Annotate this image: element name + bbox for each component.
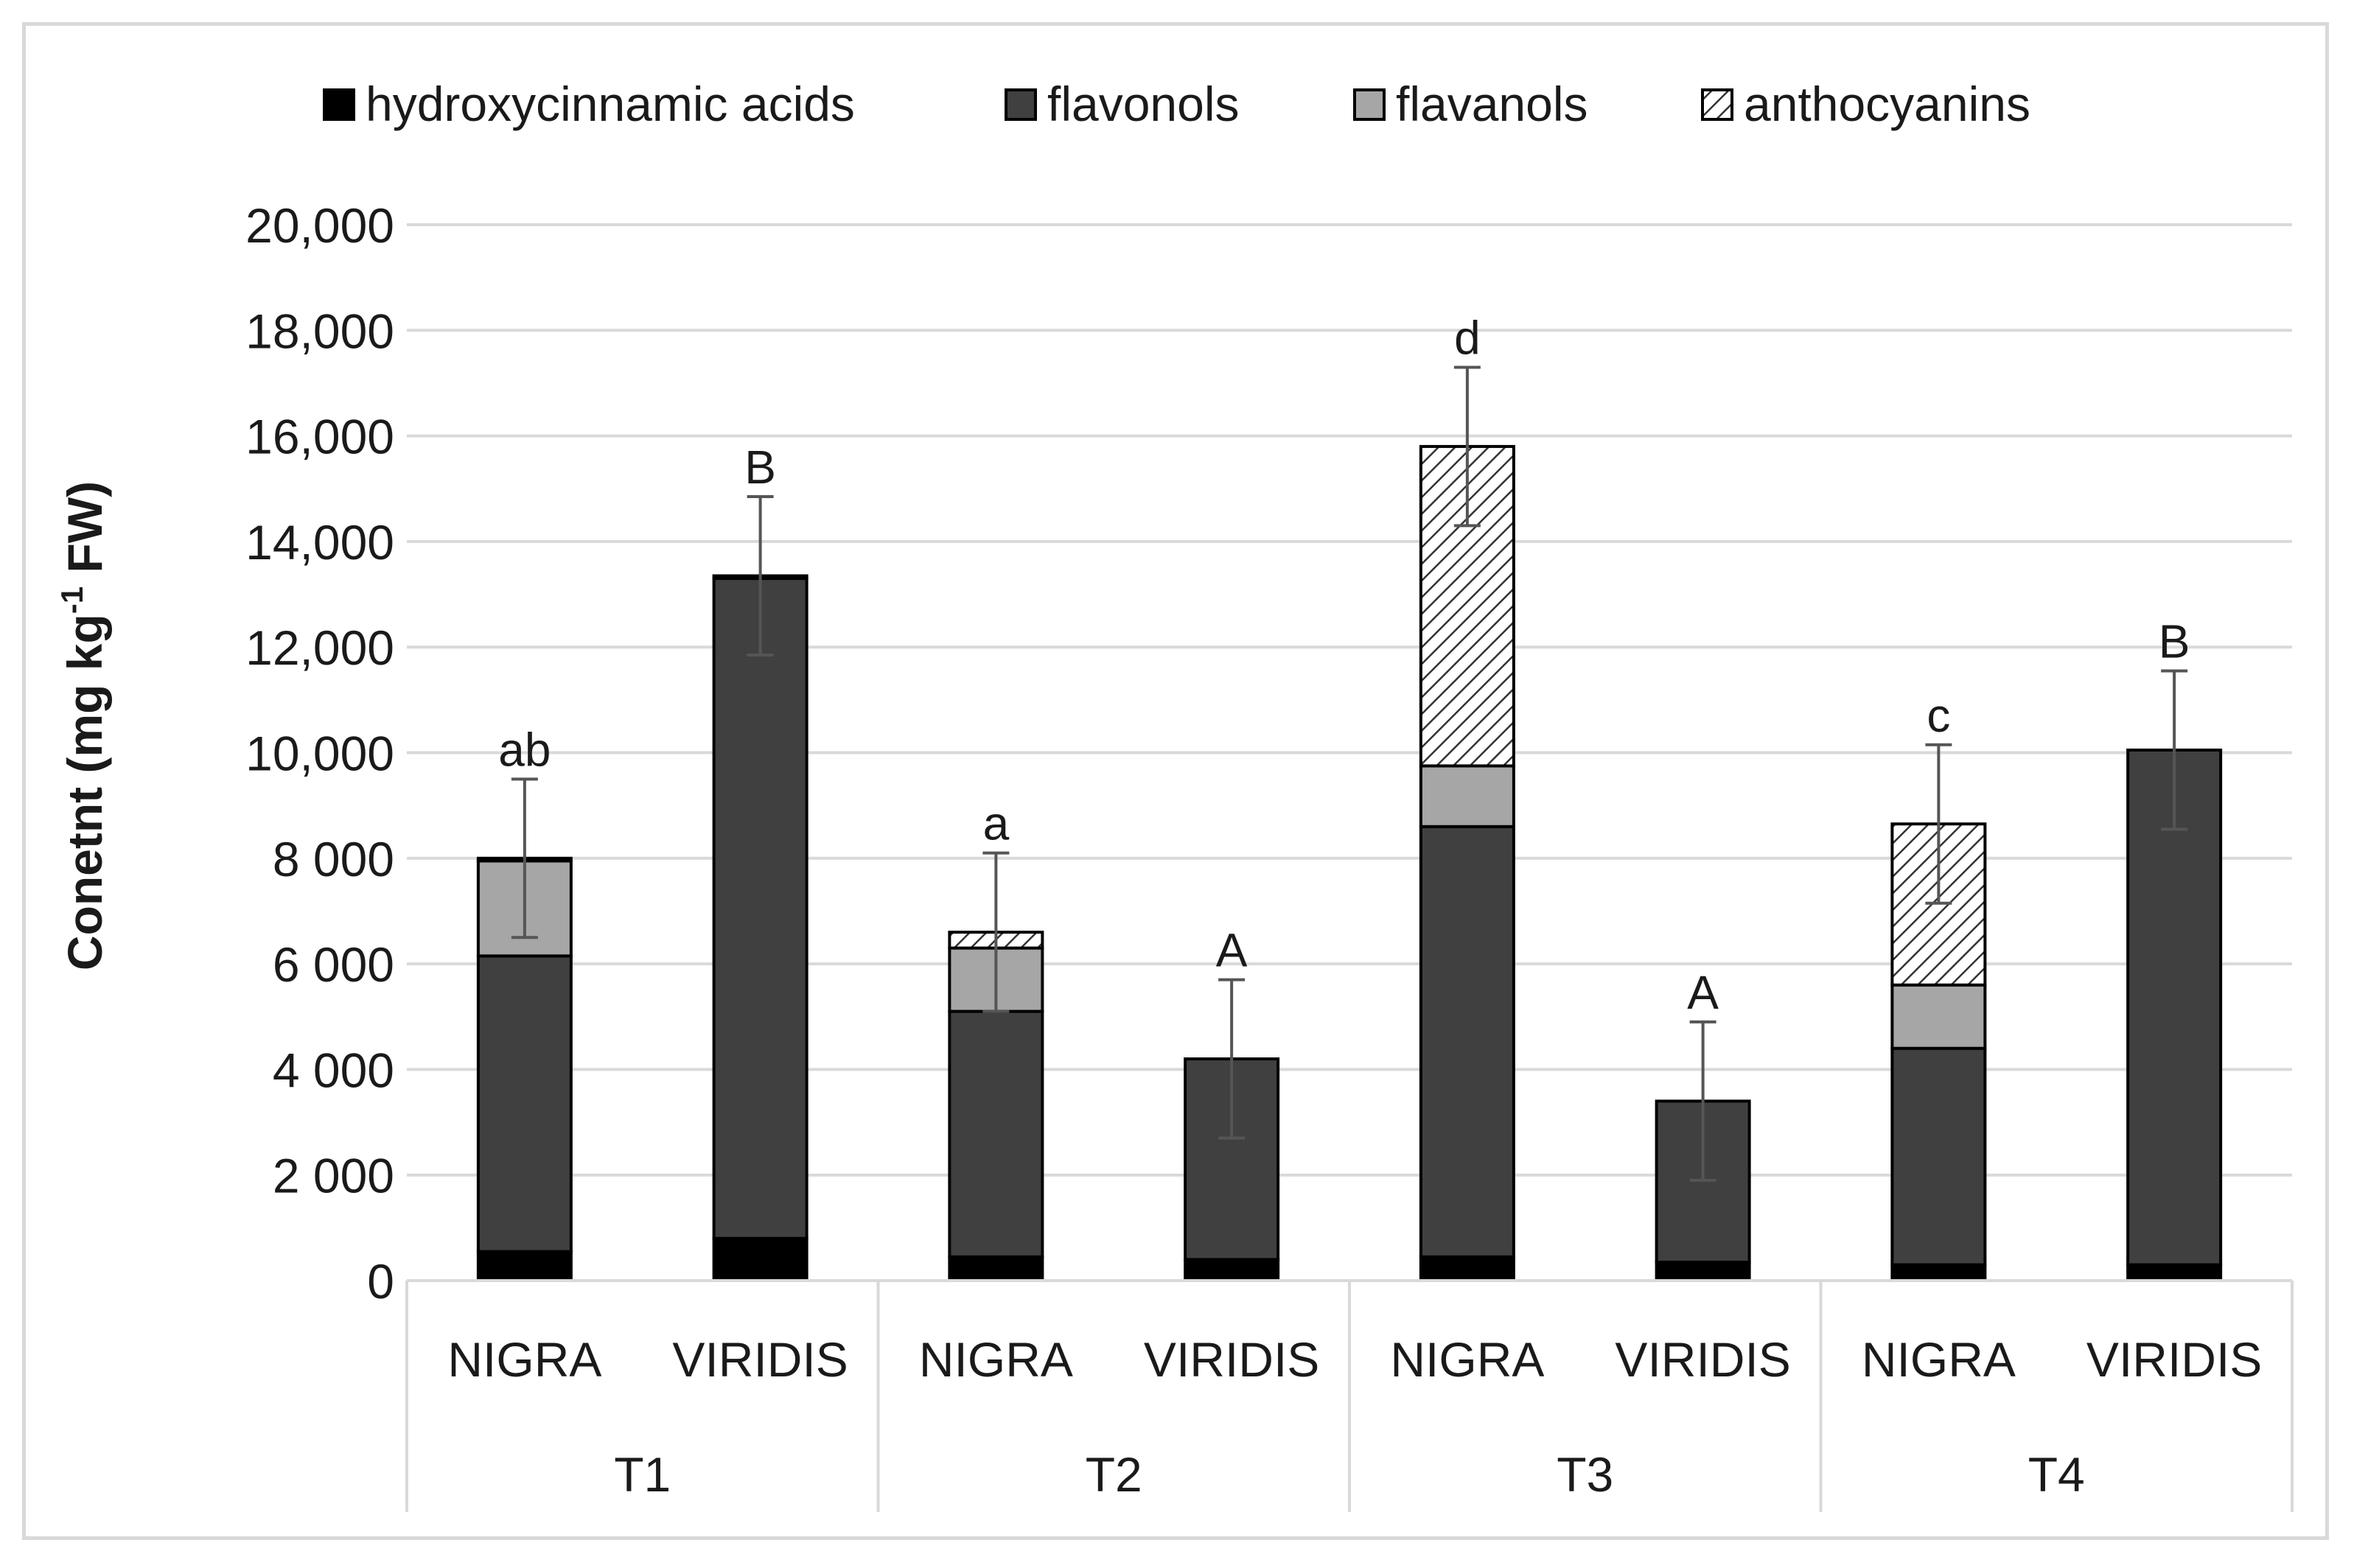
bar-segment-hydroxycinnamic-acids bbox=[948, 1255, 1044, 1282]
bar-segment-flavanols bbox=[1890, 983, 1987, 1050]
error-bars bbox=[511, 365, 2188, 1182]
y-tick-label: 6 000 bbox=[273, 937, 394, 992]
legend-label: flavanols bbox=[1396, 77, 1588, 131]
bar-segment-flavonols bbox=[476, 954, 573, 1253]
legend-label: flavonols bbox=[1047, 77, 1240, 131]
legend-swatch bbox=[1701, 88, 1733, 121]
y-axis: 0 2 000 4 000 6 000 8 000 10,000 12,000 14,000 1… bbox=[245, 198, 394, 1309]
legend-swatch bbox=[1005, 88, 1037, 121]
bar-segment-hydroxycinnamic-acids bbox=[1890, 1263, 1987, 1283]
bar-segment-hydroxycinnamic-acids bbox=[1184, 1258, 1280, 1282]
x-group-label: T3 bbox=[1557, 1447, 1613, 1502]
bar-segment-hydroxycinnamic-acids bbox=[2126, 1263, 2223, 1283]
bar-segment-flavanols bbox=[1419, 764, 1515, 828]
bar-segment-hydroxycinnamic-acids bbox=[1419, 1255, 1515, 1282]
x-group-label: T4 bbox=[2028, 1447, 2085, 1502]
y-axis-label-superscript: -1 bbox=[55, 587, 89, 614]
legend-label: anthocyanins bbox=[1744, 77, 2030, 131]
bar-segment-hydroxycinnamic-acids bbox=[476, 1250, 573, 1283]
y-tick-label: 14,000 bbox=[245, 515, 394, 570]
legend-swatch bbox=[1353, 88, 1386, 121]
significance-label: B bbox=[2159, 615, 2190, 668]
significance-label: A bbox=[1687, 966, 1719, 1019]
bar-segment-hydroxycinnamic-acids bbox=[712, 1236, 808, 1283]
y-axis-label-main: Conetnt (mg kg bbox=[57, 614, 112, 970]
y-tick-label: 0 bbox=[367, 1254, 394, 1309]
x-category-label: NIGRA bbox=[1862, 1332, 2016, 1387]
y-tick-label: 18,000 bbox=[245, 304, 394, 358]
x-category-label: VIRIDIS bbox=[2086, 1332, 2262, 1387]
x-category-label: VIRIDIS bbox=[672, 1332, 848, 1387]
significance-label: B bbox=[744, 441, 776, 494]
significance-label: A bbox=[1216, 924, 1248, 977]
y-tick-label: 10,000 bbox=[245, 727, 394, 781]
significance-label: d bbox=[1454, 311, 1481, 364]
significance-labels: ab Ba Ad Ac B bbox=[498, 311, 2190, 1018]
x-category-label: VIRIDIS bbox=[1615, 1332, 1790, 1387]
y-axis-label-group: Conetnt (mg kg-1 FW) bbox=[55, 481, 112, 970]
x-category-label: NIGRA bbox=[1390, 1332, 1544, 1387]
bar-segment-flavonols bbox=[712, 577, 808, 1240]
significance-label: a bbox=[983, 797, 1010, 850]
legend: hydroxycinnamic acids flavonols flavanols a… bbox=[323, 77, 2030, 131]
y-tick-label: 4 000 bbox=[273, 1043, 394, 1097]
legend-swatch bbox=[323, 88, 355, 121]
bar-segment-flavonols bbox=[948, 1009, 1044, 1259]
bar-segment-hydroxycinnamic-acids bbox=[1655, 1260, 1751, 1282]
y-tick-label: 2 000 bbox=[273, 1149, 394, 1203]
bars bbox=[476, 444, 2223, 1283]
y-tick-label: 20,000 bbox=[245, 198, 394, 253]
y-tick-label: 8 000 bbox=[273, 832, 394, 886]
x-group-label: T1 bbox=[614, 1447, 671, 1502]
legend-label: hydroxycinnamic acids bbox=[366, 77, 855, 131]
x-category-label: NIGRA bbox=[919, 1332, 1073, 1387]
y-axis-label-tail: FW) bbox=[57, 481, 112, 587]
significance-label: ab bbox=[498, 723, 551, 776]
bar-segment-flavonols bbox=[1419, 825, 1515, 1259]
x-category-label: VIRIDIS bbox=[1144, 1332, 1319, 1387]
y-tick-label: 12,000 bbox=[245, 620, 394, 675]
x-axis: NIGRA VIRIDIS NIGRA VIRIDIS NIGRA VIRIDIS NIGR… bbox=[405, 1279, 2294, 1512]
bar-segment-flavonols bbox=[1890, 1046, 1987, 1267]
significance-label: c bbox=[1927, 689, 1950, 742]
x-group-label: T2 bbox=[1086, 1447, 1142, 1502]
gridlines bbox=[407, 223, 2292, 1177]
y-tick-label: 16,000 bbox=[245, 410, 394, 464]
y-axis-label: Conetnt (mg kg-1 FW) bbox=[55, 481, 112, 970]
x-category-label: NIGRA bbox=[447, 1332, 601, 1387]
